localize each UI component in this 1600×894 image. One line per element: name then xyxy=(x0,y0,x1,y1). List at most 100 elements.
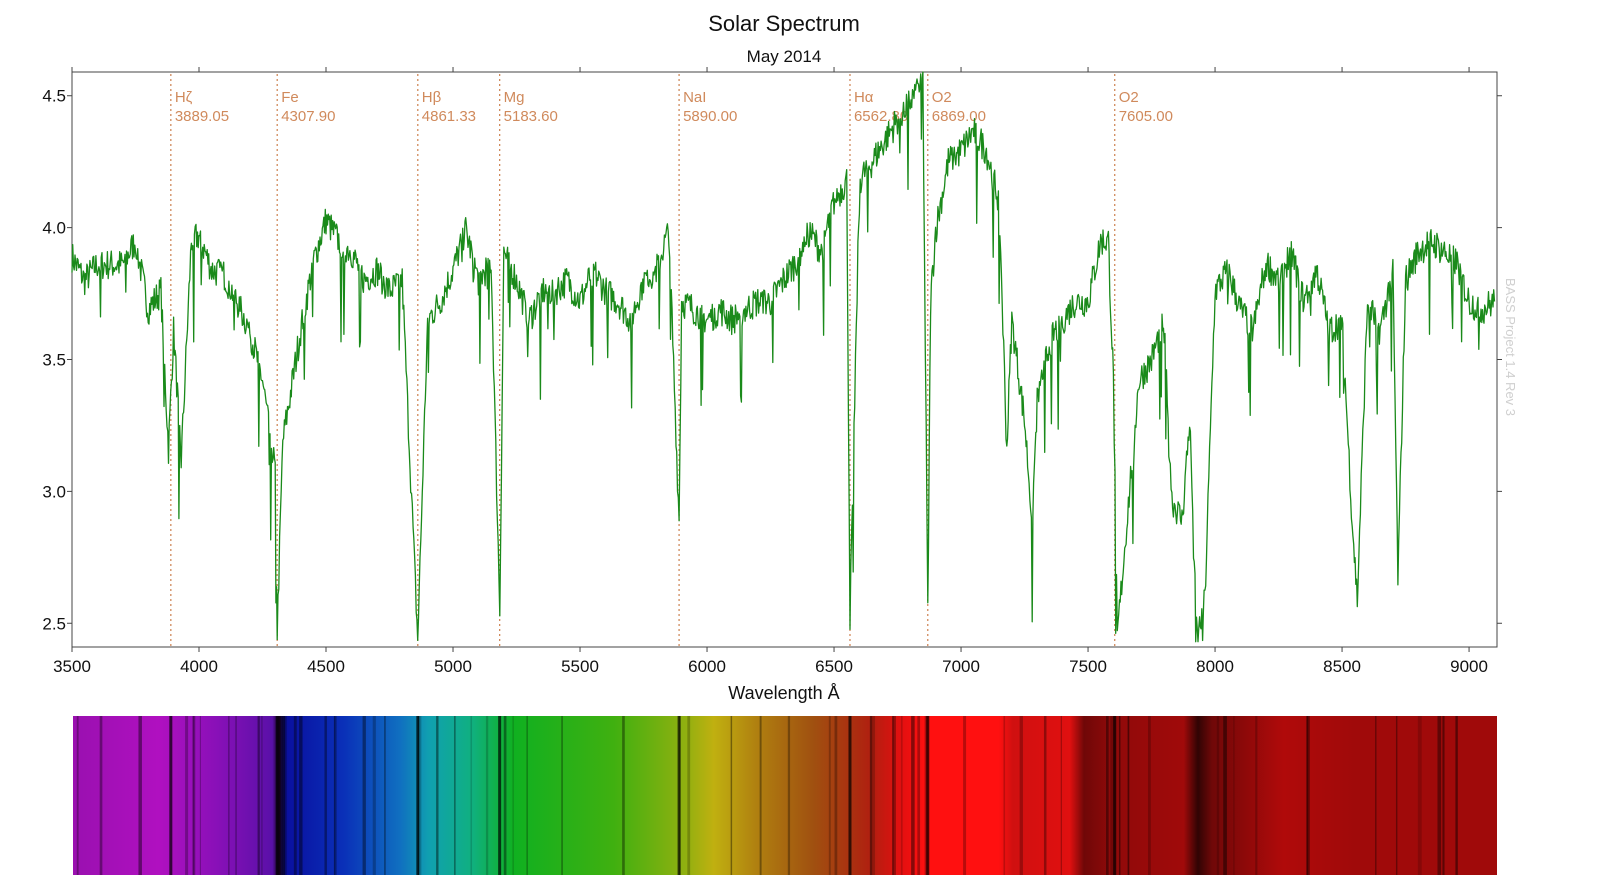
x-tick-label: 4500 xyxy=(307,657,345,676)
chart-title: Solar Spectrum xyxy=(708,11,860,36)
x-tick-label: 6000 xyxy=(688,657,726,676)
strip-dark-band xyxy=(138,716,142,875)
strip-dark-band xyxy=(1003,716,1006,875)
spectrum-line xyxy=(71,71,1496,643)
color-spectrum-strip xyxy=(73,716,1497,875)
strip-dark-band xyxy=(1442,716,1445,875)
strip-dark-band xyxy=(1455,716,1458,875)
strip-dark-band xyxy=(260,716,263,875)
chart-subtitle: May 2014 xyxy=(747,47,822,66)
strip-dark-band xyxy=(185,716,189,875)
strip-dark-band xyxy=(299,716,303,875)
watermark: BASS Project 1.4 Rev 3 xyxy=(1503,278,1518,416)
strip-dark-band xyxy=(1118,716,1121,875)
strip-dark-band xyxy=(787,716,791,875)
strip-absorption-line xyxy=(926,716,930,875)
strip-dark-band xyxy=(454,716,456,875)
strip-dark-band xyxy=(834,716,838,875)
strip-absorption-line xyxy=(1113,716,1117,875)
x-tick-label: 3500 xyxy=(53,657,91,676)
strip-dark-band xyxy=(1223,716,1227,875)
x-axis-label: Wavelength Å xyxy=(728,683,839,703)
strip-dark-band xyxy=(911,716,915,875)
spectral-line-name: Hζ xyxy=(175,89,193,106)
strip-dark-band xyxy=(228,716,230,875)
strip-dark-band xyxy=(561,716,563,875)
strip-absorption-line xyxy=(498,716,502,875)
strip-dark-band xyxy=(503,716,507,875)
spectral-line-wavelength: 5890.00 xyxy=(683,108,737,125)
strip-dark-band xyxy=(900,716,903,875)
strip-dark-band xyxy=(293,716,297,875)
x-tick-label: 9000 xyxy=(1450,657,1488,676)
strip-dark-band xyxy=(436,716,439,875)
strip-dark-band xyxy=(1060,716,1063,875)
spectral-line-name: O2 xyxy=(932,89,952,106)
spectral-line-name: Hα xyxy=(854,89,874,106)
strip-dark-band xyxy=(99,716,103,875)
spectral-line-name: O2 xyxy=(1119,89,1139,106)
strip-absorption-line xyxy=(848,716,852,875)
strip-dark-band xyxy=(485,716,489,875)
strip-dark-band xyxy=(622,716,625,875)
strip-dark-band xyxy=(235,716,237,875)
strip-dark-band xyxy=(1306,716,1310,875)
strip-dark-band xyxy=(869,716,873,875)
strip-dark-band xyxy=(417,716,419,875)
strip-dark-band xyxy=(333,716,337,875)
x-tick-label: 7500 xyxy=(1069,657,1107,676)
strip-dark-band xyxy=(924,716,928,875)
strip-dark-band xyxy=(512,716,514,875)
spectral-line-wavelength: 5183.60 xyxy=(504,108,558,125)
strip-dark-band xyxy=(334,716,336,875)
strip-absorption-line xyxy=(416,716,420,875)
strip-dark-band xyxy=(284,716,287,875)
spectral-line-wavelength: 6869.00 xyxy=(932,108,986,125)
x-tick-label: 8500 xyxy=(1323,657,1361,676)
strip-dark-band xyxy=(1375,716,1377,875)
strip-dark-band xyxy=(282,716,286,875)
strip-dark-band xyxy=(963,716,967,875)
strip-dark-band xyxy=(372,716,376,875)
strip-dark-band xyxy=(1255,716,1258,875)
strip-dark-band xyxy=(417,716,422,875)
strip-dark-band xyxy=(828,716,831,875)
spectral-line-name: NaI xyxy=(683,89,706,106)
strip-dark-band xyxy=(257,716,260,875)
strip-dark-band xyxy=(1306,716,1309,875)
x-tick-label: 5000 xyxy=(434,657,472,676)
strip-dark-band xyxy=(1127,716,1130,875)
x-tick-label: 6500 xyxy=(815,657,853,676)
y-tick-label: 2.5 xyxy=(42,614,66,633)
strip-dark-band xyxy=(76,716,79,875)
strip-dark-band xyxy=(687,716,691,875)
strip-dark-band xyxy=(384,716,386,875)
spectral-line-wavelength: 4861.33 xyxy=(422,108,476,125)
strip-dark-band xyxy=(871,716,876,875)
strip-dark-band xyxy=(470,716,473,875)
strip-dark-band xyxy=(1019,716,1023,875)
strip-dark-band xyxy=(759,716,762,875)
strip-dark-band xyxy=(199,716,201,875)
strip-dark-band xyxy=(1110,716,1115,875)
spectral-line-name: Fe xyxy=(281,89,299,106)
strip-absorption-line xyxy=(169,716,173,875)
x-tick-label: 5500 xyxy=(561,657,599,676)
strip-dark-band xyxy=(1147,716,1151,875)
strip-absorption-line xyxy=(275,716,279,875)
strip-dark-band xyxy=(362,716,366,875)
strip-dark-band xyxy=(892,716,896,875)
strip-dark-band xyxy=(892,716,894,875)
spectral-line-name: Mg xyxy=(504,89,525,106)
spectral-line-name: Hβ xyxy=(422,89,442,106)
x-tick-label: 7000 xyxy=(942,657,980,676)
spectral-line-wavelength: 4307.90 xyxy=(281,108,335,125)
spectral-line-wavelength: 3889.05 xyxy=(175,108,229,125)
strip-dark-band xyxy=(730,716,733,875)
y-tick-label: 4.0 xyxy=(42,219,66,238)
strip-dark-band xyxy=(1043,716,1047,875)
strip-dark-band xyxy=(1106,716,1109,875)
y-tick-label: 4.5 xyxy=(42,87,66,106)
strip-dark-band xyxy=(1395,716,1398,875)
